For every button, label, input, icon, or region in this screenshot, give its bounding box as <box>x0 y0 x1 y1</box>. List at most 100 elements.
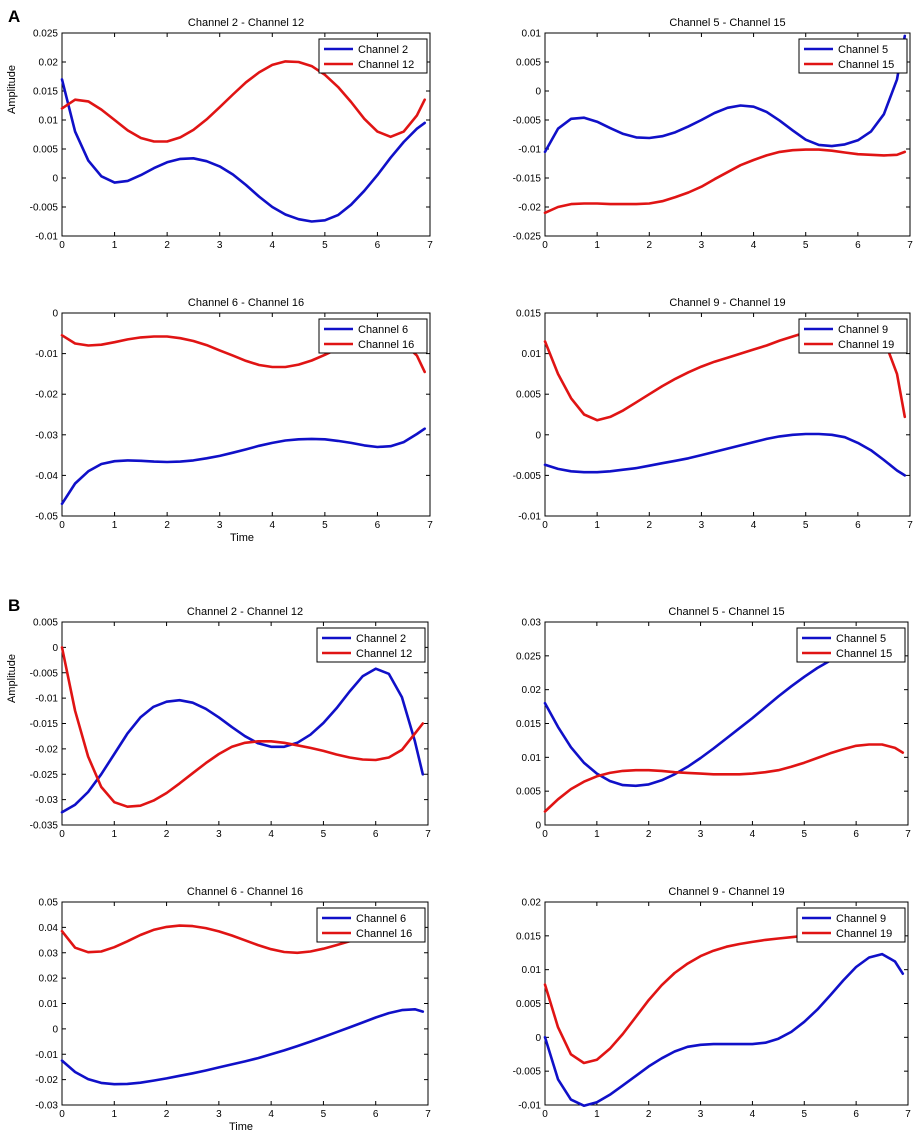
y-tick-label: -0.01 <box>518 145 541 156</box>
x-tick-label: 4 <box>750 1109 756 1120</box>
y-tick-label: 0.005 <box>516 390 541 401</box>
y-tick-label: -0.01 <box>518 1101 541 1112</box>
legend-entry: Channel 2 <box>356 633 406 645</box>
x-axis-label: Time <box>229 1121 253 1133</box>
plot-frame <box>544 901 909 1106</box>
legend-entry: Channel 2 <box>358 44 408 56</box>
x-tick-label: 0 <box>542 1109 548 1120</box>
y-tick-label: -0.005 <box>30 203 59 214</box>
x-tick-label: 1 <box>112 1109 118 1120</box>
legend-entry: Channel 9 <box>838 324 888 336</box>
legend-entry: Channel 9 <box>836 913 886 925</box>
y-tick-label: 0.03 <box>522 618 542 629</box>
x-tick-label: 3 <box>699 240 705 251</box>
series-line-channel-6 <box>60 1007 425 1086</box>
x-tick-label: 7 <box>425 829 431 840</box>
x-tick-label: 3 <box>698 1109 704 1120</box>
x-tick-label: 4 <box>750 829 756 840</box>
legend-box <box>316 627 426 663</box>
y-tick-label: -0.04 <box>35 471 58 482</box>
legend-entry: Channel 19 <box>838 339 894 351</box>
x-tick-label: 2 <box>164 240 170 251</box>
legend: Channel 2 Channel 12 <box>316 627 426 663</box>
x-tick-label: 4 <box>270 520 276 531</box>
series-line-channel-5 <box>543 34 907 154</box>
y-tick-label: 0.025 <box>33 29 58 40</box>
y-tick-label: 0.015 <box>33 87 58 98</box>
y-tick-label: 0.005 <box>33 145 58 156</box>
y-tick-label: 0.01 <box>39 116 59 127</box>
y-tick-label: -0.05 <box>35 512 58 523</box>
chart-title: Channel 2 - Channel 12 <box>188 17 304 29</box>
subplot-1: Channel 2 - Channel 12 0 1 2 3 4 5 6 7 -0.01 -0.00… <box>6 17 433 251</box>
y-tick-label: 0 <box>535 430 541 441</box>
y-tick-label: -0.02 <box>518 203 541 214</box>
subplot-2: Channel 5 - Channel 15 0 1 2 3 4 5 6 7 -0.025 -0.0… <box>513 17 914 251</box>
y-tick-label: 0.03 <box>39 948 59 959</box>
x-tick-label: 4 <box>268 829 274 840</box>
x-tick-label: 5 <box>321 1109 327 1120</box>
y-tick-label: 0.02 <box>39 58 59 69</box>
y-tick-label: 0.015 <box>516 719 541 730</box>
subplot-3: Channel 6 - Channel 16 0 1 2 3 4 5 6 7 -0.05 -0.04… <box>35 297 433 544</box>
y-tick-label: -0.02 <box>35 744 58 755</box>
x-tick-label: 2 <box>647 240 653 251</box>
x-tick-label: 7 <box>907 520 913 531</box>
y-tick-label: 0.015 <box>516 931 541 942</box>
x-tick-label: 3 <box>217 520 223 531</box>
y-tick-label: 0.01 <box>522 29 542 40</box>
panel-label-b: B <box>8 596 20 615</box>
legend-box <box>798 38 908 74</box>
x-tick-label: 6 <box>853 829 859 840</box>
y-tick-label: -0.01 <box>35 232 58 243</box>
legend-entry: Channel 15 <box>838 59 894 71</box>
y-tick-label: 0 <box>52 309 58 320</box>
series-line-channel-6 <box>60 427 427 506</box>
y-tick-label: -0.025 <box>513 232 542 243</box>
y-tick-label: -0.025 <box>30 770 59 781</box>
y-tick-label: -0.03 <box>35 430 58 441</box>
x-tick-label: 2 <box>647 520 653 531</box>
x-tick-label: 4 <box>268 1109 274 1120</box>
subplot-6: Channel 5 - Channel 15 0 1 2 3 4 5 6 7 0 0.005 0.01… <box>516 606 911 840</box>
x-tick-label: 4 <box>270 240 276 251</box>
y-tick-label: 0.005 <box>516 787 541 798</box>
x-tick-label: 6 <box>373 829 379 840</box>
chart-title: Channel 9 - Channel 19 <box>669 297 785 309</box>
x-tick-label: 2 <box>646 1109 652 1120</box>
legend-box <box>318 38 428 74</box>
y-tick-label: 0.02 <box>522 685 542 696</box>
y-tick-label: 0 <box>52 643 58 654</box>
y-tick-label: 0 <box>535 821 541 832</box>
legend-box <box>316 907 426 943</box>
legend-box <box>798 318 908 354</box>
chart-title: Channel 2 - Channel 12 <box>187 606 303 618</box>
x-tick-label: 0 <box>59 240 65 251</box>
x-tick-label: 5 <box>321 829 327 840</box>
legend: Channel 5 Channel 15 <box>796 627 906 663</box>
x-tick-label: 3 <box>216 829 222 840</box>
y-tick-label: 0 <box>535 87 541 98</box>
y-tick-label: -0.03 <box>35 795 58 806</box>
x-tick-label: 1 <box>594 1109 600 1120</box>
x-tick-label: 1 <box>594 829 600 840</box>
y-tick-label: 0.01 <box>522 349 542 360</box>
x-tick-label: 3 <box>698 829 704 840</box>
x-tick-label: 4 <box>751 240 757 251</box>
subplot-7: Channel 6 - Channel 16 0 1 2 3 4 5 6 7 -0.03 -0.02… <box>35 886 431 1133</box>
y-tick-label: -0.02 <box>35 1075 58 1086</box>
y-tick-label: -0.02 <box>35 390 58 401</box>
x-tick-label: 0 <box>59 829 65 840</box>
series-line-channel-15 <box>543 743 905 813</box>
legend: Channel 9 Channel 19 <box>796 907 906 943</box>
x-tick-label: 7 <box>425 1109 431 1120</box>
y-tick-label: 0.005 <box>33 618 58 629</box>
series-line-channel-9 <box>543 952 905 1107</box>
legend-entry: Channel 15 <box>836 648 892 660</box>
y-tick-label: 0 <box>52 174 58 185</box>
chart-title: Channel 6 - Channel 16 <box>188 297 304 309</box>
y-tick-label: 0.02 <box>39 974 59 985</box>
x-tick-label: 6 <box>375 520 381 531</box>
y-tick-label: 0.015 <box>516 309 541 320</box>
x-tick-label: 3 <box>699 520 705 531</box>
